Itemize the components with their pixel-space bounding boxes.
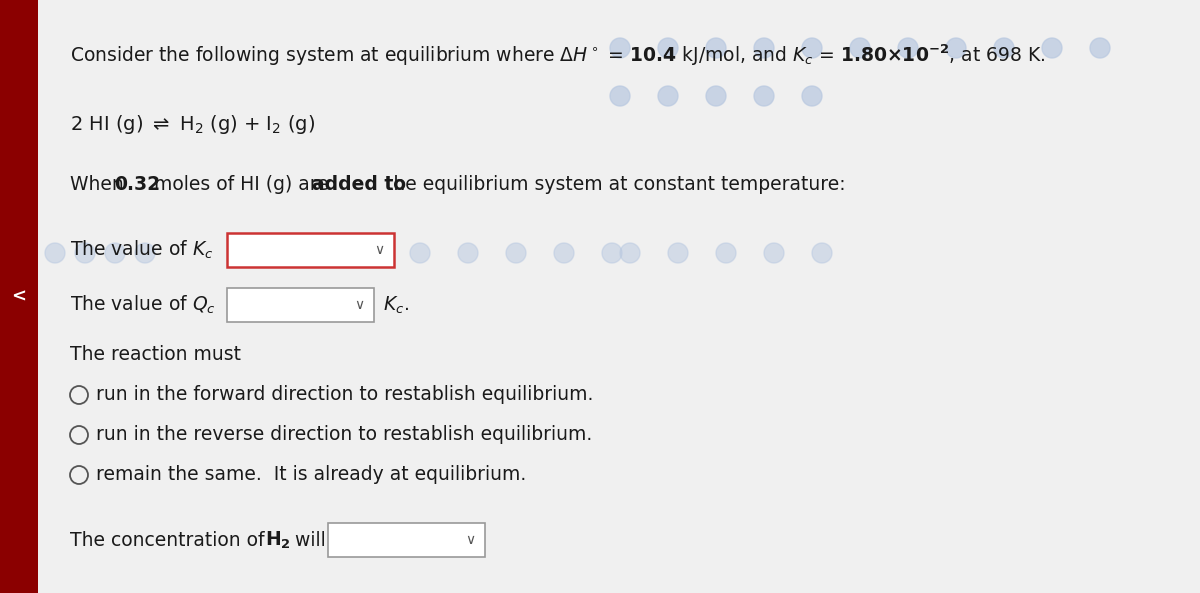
Text: The concentration of: The concentration of <box>70 531 270 550</box>
FancyBboxPatch shape <box>227 288 374 322</box>
Text: <: < <box>12 288 26 305</box>
Circle shape <box>668 243 688 263</box>
Text: added to: added to <box>312 176 406 195</box>
Text: moles of HI (g) are: moles of HI (g) are <box>148 176 335 195</box>
Circle shape <box>764 243 784 263</box>
Circle shape <box>74 243 95 263</box>
Circle shape <box>410 243 430 263</box>
Text: $K_c.$: $K_c.$ <box>383 294 409 315</box>
Circle shape <box>754 38 774 58</box>
Circle shape <box>506 243 526 263</box>
Circle shape <box>898 38 918 58</box>
Circle shape <box>716 243 736 263</box>
FancyBboxPatch shape <box>328 523 485 557</box>
Circle shape <box>554 243 574 263</box>
Circle shape <box>610 38 630 58</box>
Text: When: When <box>70 176 130 195</box>
Text: ∨: ∨ <box>354 298 364 312</box>
Circle shape <box>994 38 1014 58</box>
Circle shape <box>458 243 478 263</box>
Text: ∨: ∨ <box>464 533 475 547</box>
Text: $\bf{H_2}$: $\bf{H_2}$ <box>265 530 290 551</box>
Circle shape <box>620 243 640 263</box>
Circle shape <box>134 243 155 263</box>
Circle shape <box>46 243 65 263</box>
Circle shape <box>1042 38 1062 58</box>
Circle shape <box>658 38 678 58</box>
Circle shape <box>802 38 822 58</box>
Text: 2 HI (g) $\rightleftharpoons$ H$_2$ (g) + I$_2$ (g): 2 HI (g) $\rightleftharpoons$ H$_2$ (g) … <box>70 113 316 136</box>
Circle shape <box>602 243 622 263</box>
Text: The value of $Q_c$: The value of $Q_c$ <box>70 294 216 316</box>
Circle shape <box>812 243 832 263</box>
Circle shape <box>706 86 726 106</box>
Circle shape <box>610 86 630 106</box>
Circle shape <box>850 38 870 58</box>
Circle shape <box>1090 38 1110 58</box>
Circle shape <box>946 38 966 58</box>
Circle shape <box>706 38 726 58</box>
Circle shape <box>106 243 125 263</box>
Text: The reaction must: The reaction must <box>70 346 241 365</box>
Text: run in the reverse direction to restablish equilibrium.: run in the reverse direction to restabli… <box>96 426 593 445</box>
FancyBboxPatch shape <box>227 233 394 267</box>
Bar <box>0 0 38 593</box>
Circle shape <box>754 86 774 106</box>
Text: remain the same.  It is already at equilibrium.: remain the same. It is already at equili… <box>96 466 527 484</box>
Text: 0.32: 0.32 <box>114 176 160 195</box>
Text: The value of $K_c$: The value of $K_c$ <box>70 239 214 261</box>
Text: ∨: ∨ <box>374 243 384 257</box>
Circle shape <box>658 86 678 106</box>
Text: the equilibrium system at constant temperature:: the equilibrium system at constant tempe… <box>380 176 846 195</box>
Text: run in the forward direction to restablish equilibrium.: run in the forward direction to restabli… <box>96 385 593 404</box>
Circle shape <box>802 86 822 106</box>
Text: will: will <box>289 531 325 550</box>
Text: Consider the following system at equilibrium where $\Delta H^\circ$ = $\bf{10.4}: Consider the following system at equilib… <box>70 42 1045 68</box>
